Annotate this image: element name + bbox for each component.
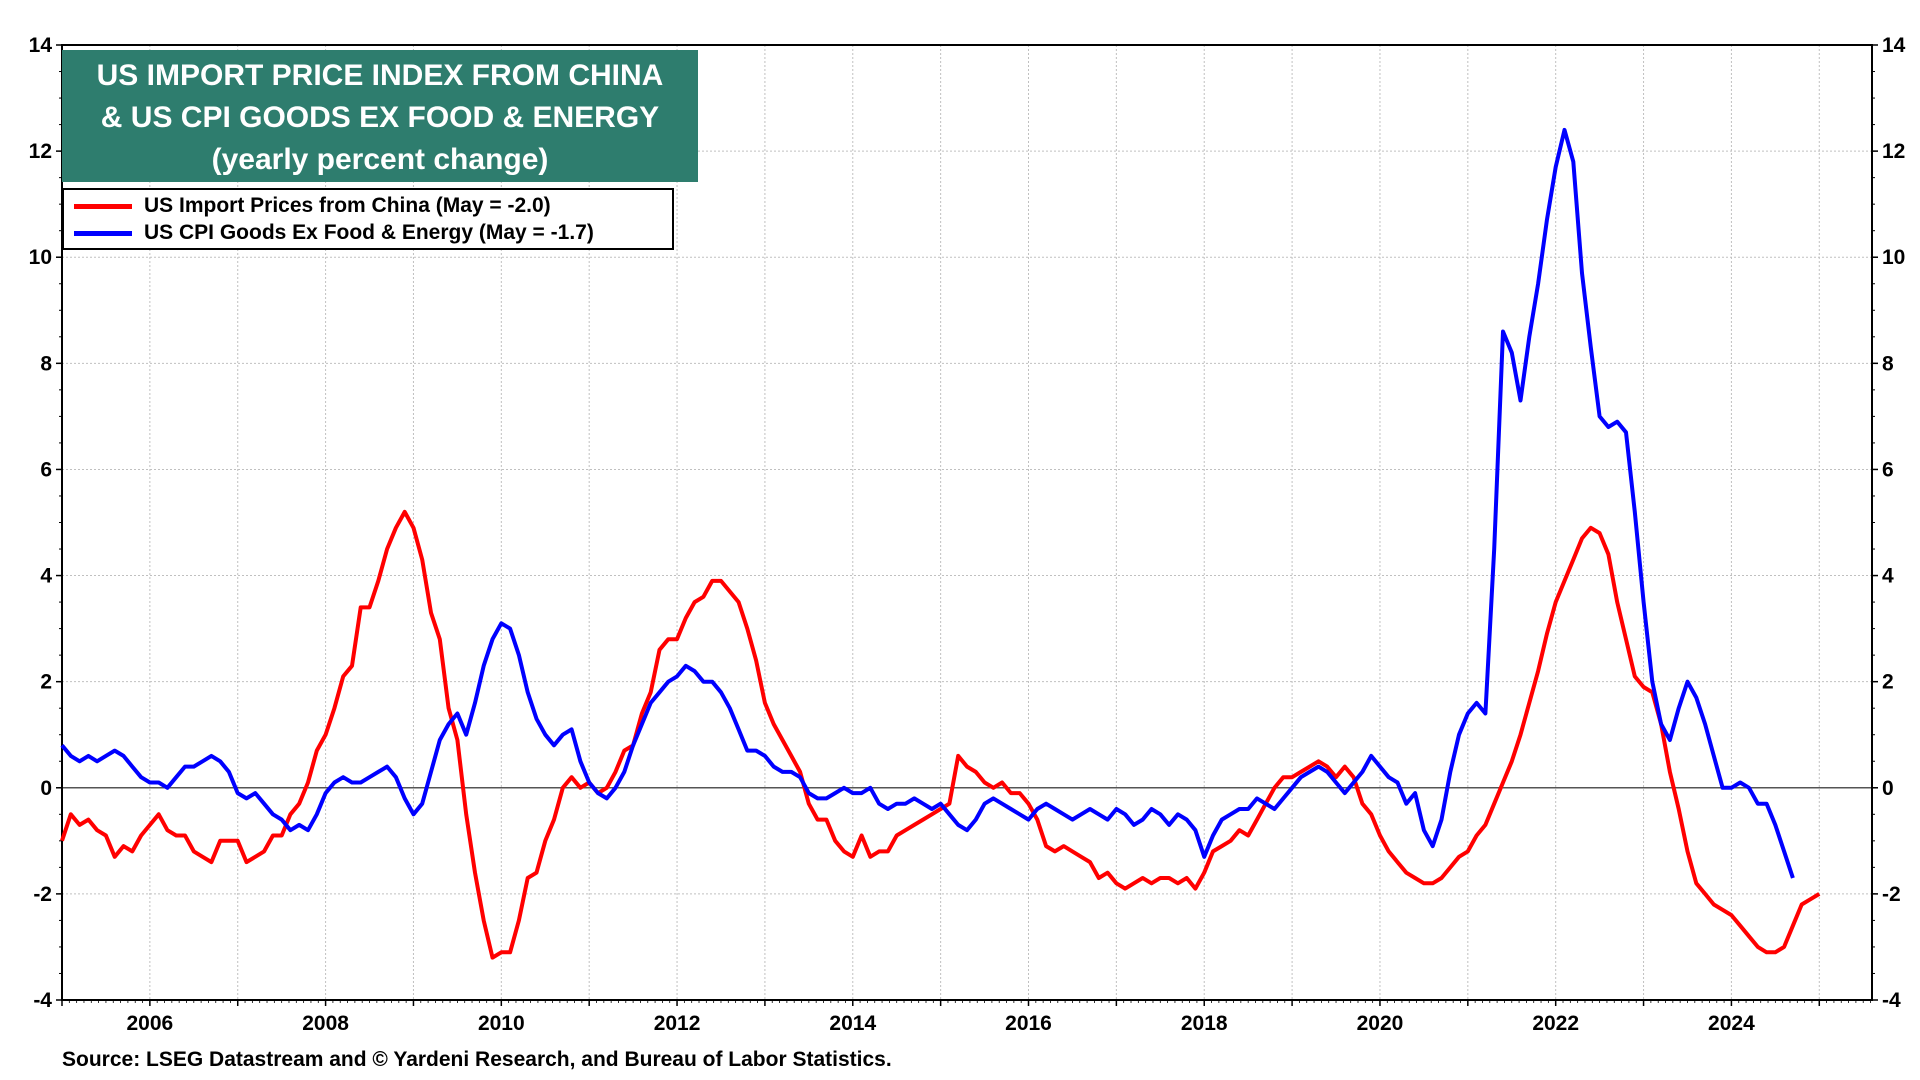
y-tick-label-left: 12 (29, 140, 52, 163)
x-tick-label: 2014 (829, 1012, 876, 1035)
chart-title-box: US IMPORT PRICE INDEX FROM CHINA & US CP… (62, 50, 698, 182)
y-tick-label-left: 6 (40, 458, 52, 481)
chart-subtitle: (yearly percent change) (211, 143, 549, 176)
legend-label-import-prices: US Import Prices from China (May = -2.0) (144, 194, 551, 217)
legend: US Import Prices from China (May = -2.0)… (62, 188, 674, 250)
series-line-import-prices (60, 509, 1821, 960)
y-tick-label-left: 14 (29, 34, 53, 57)
x-tick-label: 2022 (1532, 1012, 1579, 1035)
y-tick-label-right: 12 (1882, 140, 1905, 163)
y-tick-label-left: 8 (40, 352, 52, 375)
y-tick-label-right: -2 (1882, 883, 1901, 906)
x-tick-label: 2006 (127, 1012, 174, 1035)
y-tick-label-right: 2 (1882, 671, 1894, 694)
series-layer (60, 127, 1821, 960)
y-tick-label-left: -4 (33, 989, 52, 1012)
tick-labels: -4 -4 -2 -2 0 0 2 2 4 4 6 6 8 8 10 10 12 12 14 14 2006 2008 20… (29, 34, 1906, 1035)
y-tick-label-left: 0 (40, 777, 52, 800)
x-tick-label: 2018 (1181, 1012, 1228, 1035)
x-tick-label: 2016 (1005, 1012, 1052, 1035)
x-tick-label: 2010 (478, 1012, 525, 1035)
y-tick-label-left: -2 (33, 883, 52, 906)
plot-frame (61, 44, 1873, 1001)
y-tick-label-left: 10 (29, 246, 52, 269)
y-tick-label-right: 14 (1882, 34, 1906, 57)
legend-entry-import-prices: US Import Prices from China (May = -2.0) (74, 193, 551, 219)
series-line-cpi-goods (60, 127, 1795, 879)
x-tick-label: 2020 (1357, 1012, 1404, 1035)
y-tick-label-right: 10 (1882, 246, 1905, 269)
legend-label-cpi-goods: US CPI Goods Ex Food & Energy (May = -1.… (144, 221, 594, 244)
x-tick-label: 2012 (654, 1012, 701, 1035)
y-tick-label-right: -4 (1882, 989, 1901, 1012)
source-note: Source: LSEG Datastream and © Yardeni Re… (62, 1048, 892, 1071)
legend-swatch-blue (74, 230, 132, 236)
grid-lines (61, 44, 1872, 1001)
y-tick-label-left: 4 (40, 565, 52, 588)
legend-swatch-red (74, 203, 132, 209)
y-tick-label-right: 6 (1882, 458, 1894, 481)
legend-entry-cpi-goods: US CPI Goods Ex Food & Energy (May = -1.… (74, 220, 594, 246)
x-tick-label: 2008 (302, 1012, 349, 1035)
y-tick-label-left: 2 (40, 671, 52, 694)
y-tick-label-right: 4 (1882, 565, 1894, 588)
chart-title-line2: & US CPI GOODS EX FOOD & ENERGY (100, 101, 660, 134)
chart-title-line1: US IMPORT PRICE INDEX FROM CHINA (96, 59, 664, 92)
x-tick-label: 2024 (1708, 1012, 1755, 1035)
y-tick-label-right: 0 (1882, 777, 1894, 800)
y-tick-label-right: 8 (1882, 352, 1894, 375)
